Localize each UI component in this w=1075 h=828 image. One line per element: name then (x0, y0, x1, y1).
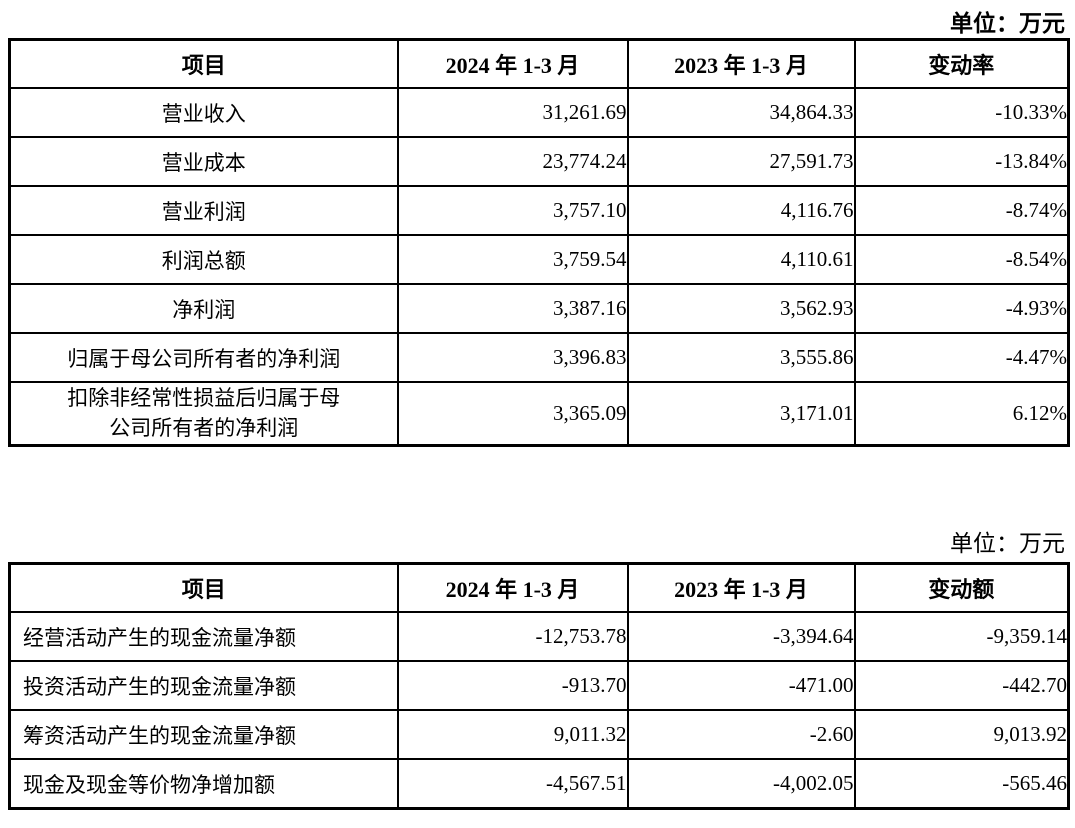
income-header-2023: 2023 年 1-3 月 (626, 38, 856, 89)
item-cell: 营业收入 (8, 87, 399, 138)
value-2023-cell: -2.60 (626, 709, 856, 760)
table-row: 经营活动产生的现金流量净额 -12,753.78 -3,394.64 -9,35… (8, 611, 1070, 662)
item-cell: 扣除非经常性损益后归属于母公司所有者的净利润 (8, 380, 399, 447)
unit-label-bottom: 单位：万元 (950, 531, 1065, 556)
change-cell: 9,013.92 (853, 709, 1070, 760)
change-cell: -8.54% (853, 234, 1070, 285)
item-cell: 归属于母公司所有者的净利润 (8, 332, 399, 383)
change-cell: -9,359.14 (853, 611, 1070, 662)
value-2023-cell: 27,591.73 (626, 136, 856, 187)
value-2024-cell: 31,261.69 (396, 87, 629, 138)
cashflow-header-2023: 2023 年 1-3 月 (626, 562, 856, 613)
change-cell: -13.84% (853, 136, 1070, 187)
change-cell: 6.12% (853, 380, 1070, 447)
item-cell: 筹资活动产生的现金流量净额 (8, 709, 399, 760)
value-2023-cell: 3,171.01 (626, 380, 856, 447)
value-2024-cell: 3,759.54 (396, 234, 629, 285)
item-cell: 现金及现金等价物净增加额 (8, 758, 399, 810)
value-2023-cell: -4,002.05 (626, 758, 856, 810)
change-cell: -4.93% (853, 283, 1070, 334)
value-2023-cell: 34,864.33 (626, 87, 856, 138)
table-row: 营业利润 3,757.10 4,116.76 -8.74% (8, 185, 1070, 236)
table-row: 利润总额 3,759.54 4,110.61 -8.54% (8, 234, 1070, 285)
value-2024-cell: -12,753.78 (396, 611, 629, 662)
cashflow-header-change-amount: 变动额 (853, 562, 1070, 613)
value-2024-cell: 3,387.16 (396, 283, 629, 334)
value-2024-cell: 3,365.09 (396, 380, 629, 447)
table-row: 筹资活动产生的现金流量净额 9,011.32 -2.60 9,013.92 (8, 709, 1070, 760)
value-2023-cell: 4,116.76 (626, 185, 856, 236)
item-cell: 营业成本 (8, 136, 399, 187)
income-statement-table: 项目 2024 年 1-3 月 2023 年 1-3 月 变动率 营业收入 31… (8, 38, 1070, 447)
table-row: 投资活动产生的现金流量净额 -913.70 -471.00 -442.70 (8, 660, 1070, 711)
item-cell: 净利润 (8, 283, 399, 334)
value-2024-cell: -4,567.51 (396, 758, 629, 810)
table-row: 营业成本 23,774.24 27,591.73 -13.84% (8, 136, 1070, 187)
cashflow-header-row: 项目 2024 年 1-3 月 2023 年 1-3 月 变动额 (8, 562, 1070, 613)
table-row: 扣除非经常性损益后归属于母公司所有者的净利润 3,365.09 3,171.01… (8, 380, 1070, 447)
change-cell: -10.33% (853, 87, 1070, 138)
table-row: 净利润 3,387.16 3,562.93 -4.93% (8, 283, 1070, 334)
table-row: 现金及现金等价物净增加额 -4,567.51 -4,002.05 -565.46 (8, 758, 1070, 810)
cash-flow-table: 项目 2024 年 1-3 月 2023 年 1-3 月 变动额 经营活动产生的… (8, 562, 1070, 810)
change-cell: -565.46 (853, 758, 1070, 810)
income-header-change-rate: 变动率 (853, 38, 1070, 89)
income-header-item: 项目 (8, 38, 399, 89)
change-cell: -8.74% (853, 185, 1070, 236)
value-2023-cell: 3,555.86 (626, 332, 856, 383)
value-2023-cell: 3,562.93 (626, 283, 856, 334)
value-2024-cell: 3,757.10 (396, 185, 629, 236)
value-2023-cell: 4,110.61 (626, 234, 856, 285)
table-row: 营业收入 31,261.69 34,864.33 -10.33% (8, 87, 1070, 138)
item-cell: 营业利润 (8, 185, 399, 236)
value-2024-cell: -913.70 (396, 660, 629, 711)
table-row: 归属于母公司所有者的净利润 3,396.83 3,555.86 -4.47% (8, 332, 1070, 383)
change-cell: -442.70 (853, 660, 1070, 711)
income-header-row: 项目 2024 年 1-3 月 2023 年 1-3 月 变动率 (8, 38, 1070, 89)
value-2023-cell: -3,394.64 (626, 611, 856, 662)
cashflow-header-2024: 2024 年 1-3 月 (396, 562, 629, 613)
cashflow-header-item: 项目 (8, 562, 399, 613)
item-label-two-line: 扣除非经常性损益后归属于母公司所有者的净利润 (67, 386, 341, 441)
item-cell: 投资活动产生的现金流量净额 (8, 660, 399, 711)
value-2023-cell: -471.00 (626, 660, 856, 711)
value-2024-cell: 9,011.32 (396, 709, 629, 760)
unit-label-top: 单位：万元 (950, 10, 1065, 36)
change-cell: -4.47% (853, 332, 1070, 383)
item-cell: 经营活动产生的现金流量净额 (8, 611, 399, 662)
item-cell: 利润总额 (8, 234, 399, 285)
value-2024-cell: 3,396.83 (396, 332, 629, 383)
income-header-2024: 2024 年 1-3 月 (396, 38, 629, 89)
value-2024-cell: 23,774.24 (396, 136, 629, 187)
